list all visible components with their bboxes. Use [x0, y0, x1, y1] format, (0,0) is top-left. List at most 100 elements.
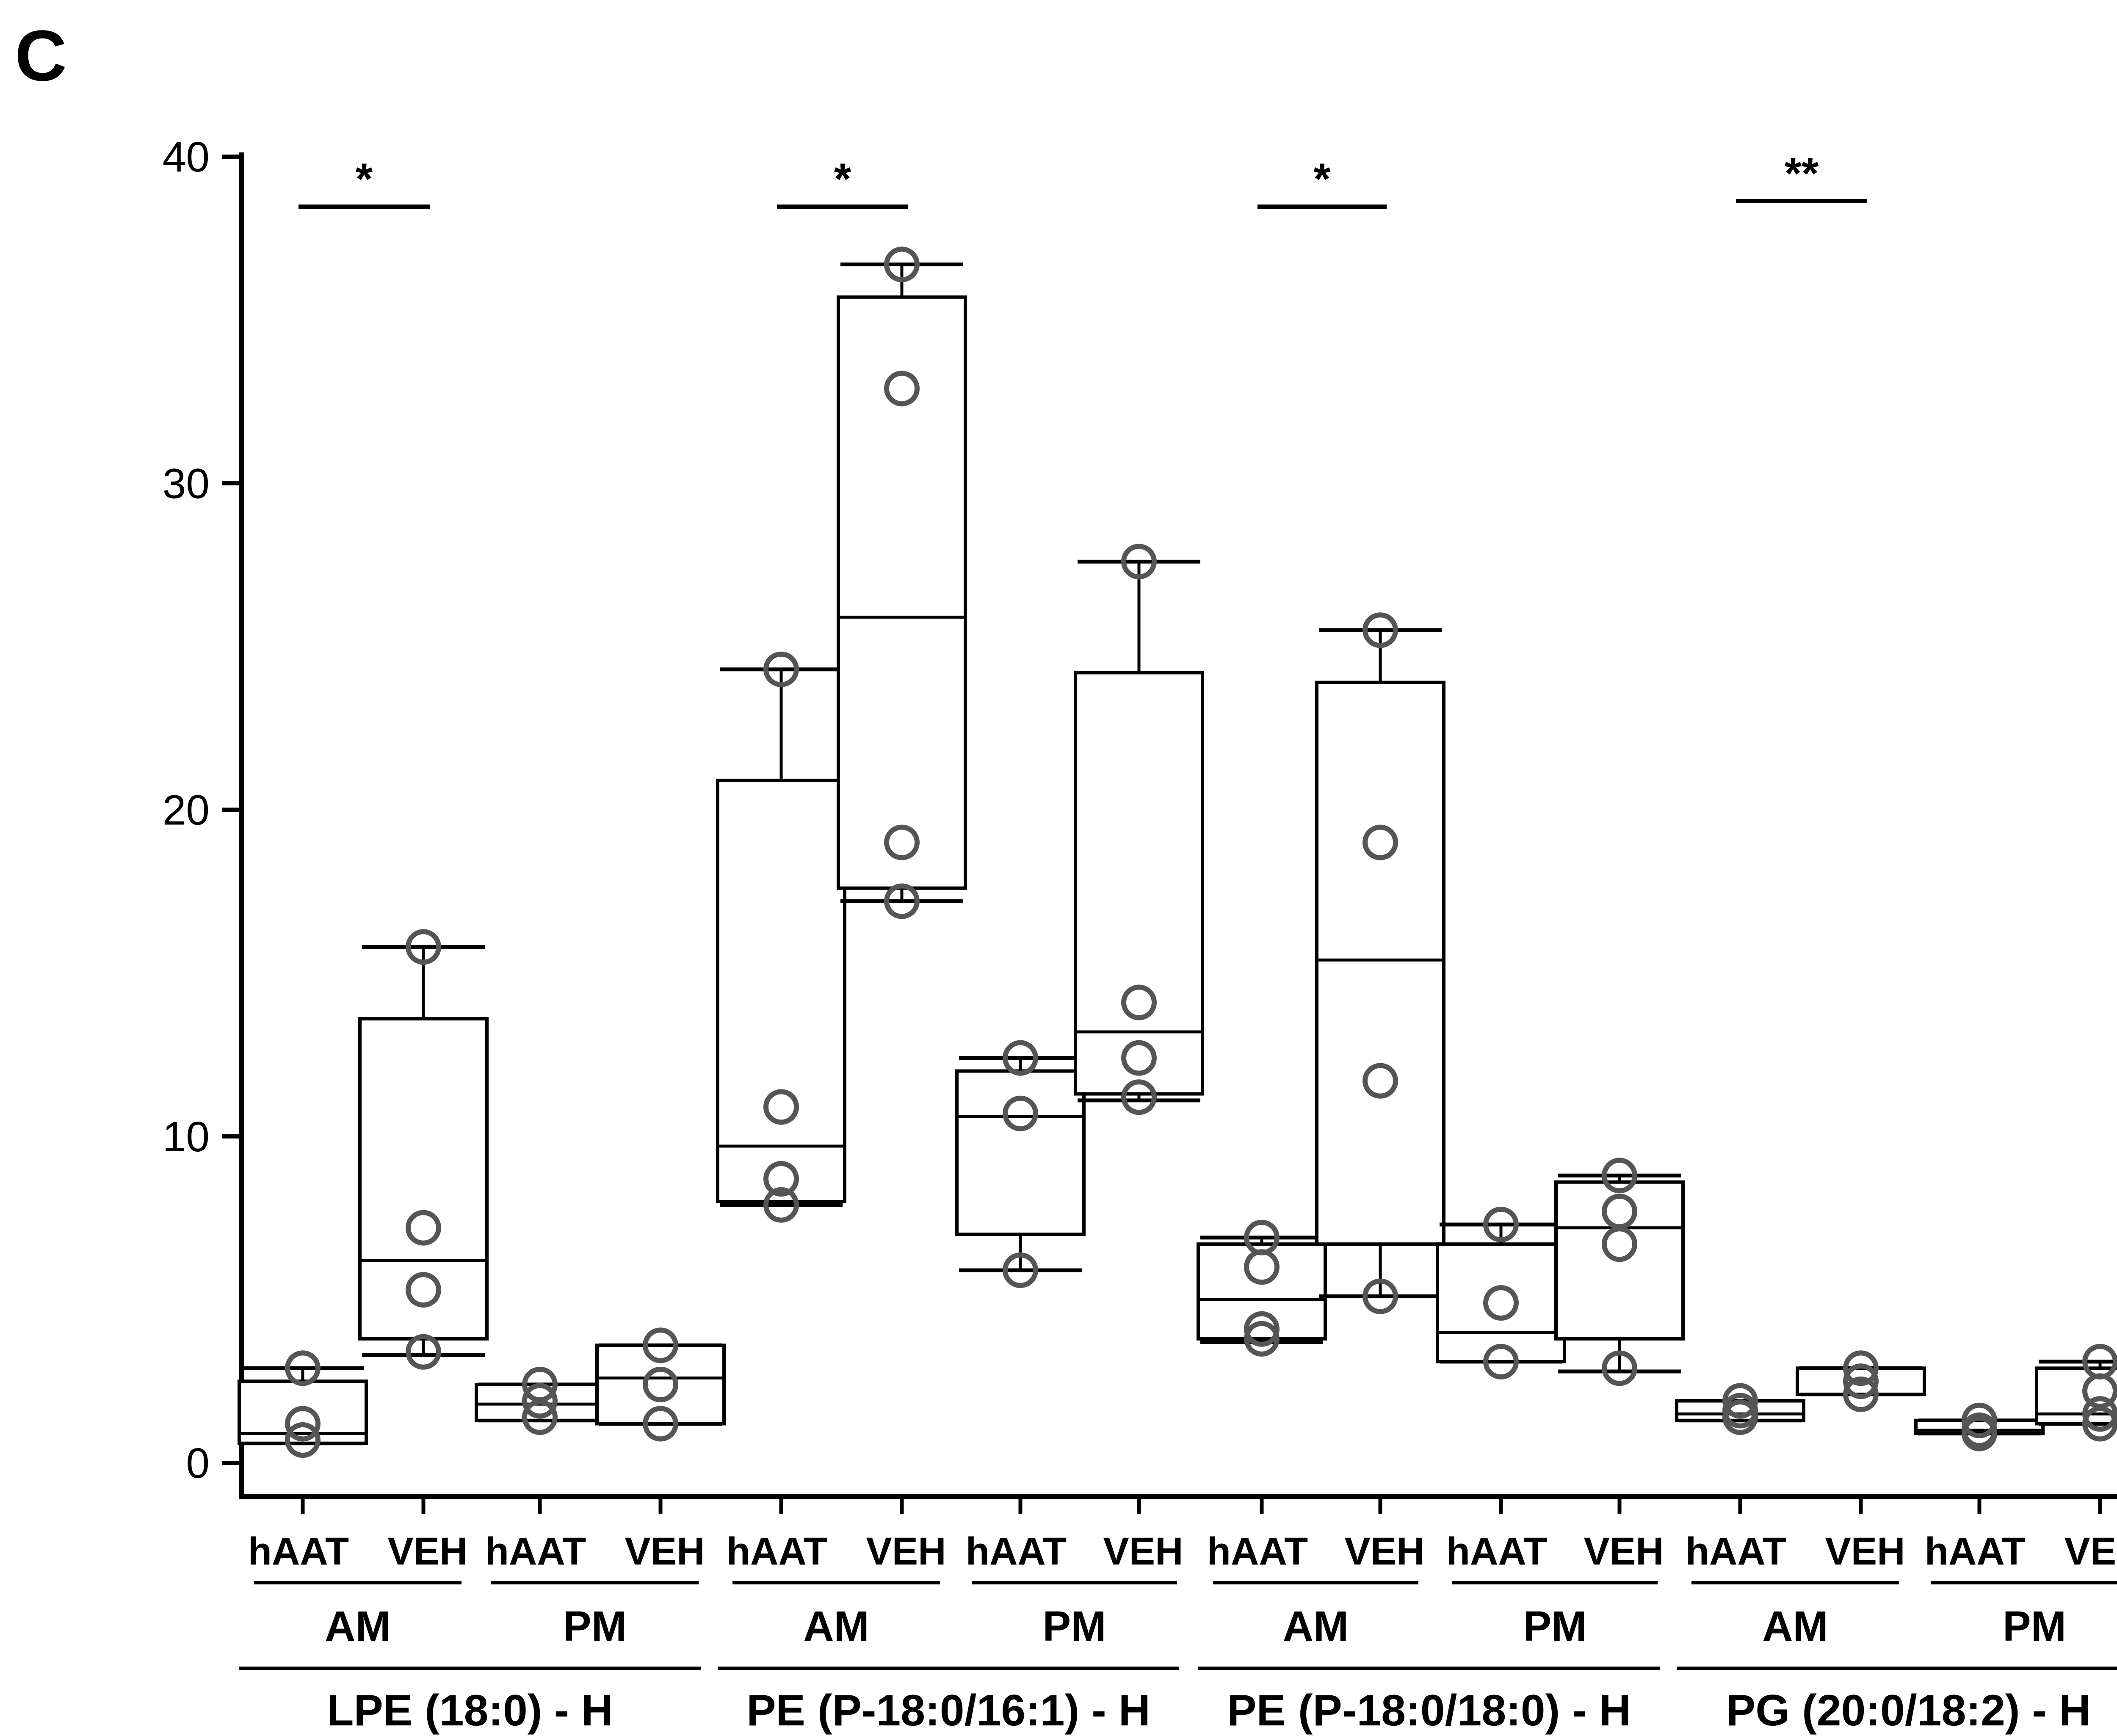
iqr-box: [358, 1017, 489, 1341]
data-point: [1962, 1415, 1997, 1451]
treatment-label: VEH: [2064, 1530, 2117, 1573]
data-point: [522, 1383, 558, 1419]
x-axis-labels: hAAT VEH AM hAAT VEH PM LPE (18:0) - H hAAT VEH A…: [239, 1497, 2117, 1735]
data-point: [1602, 1226, 1637, 1262]
data-point: [1003, 1095, 1038, 1131]
treatment-label: hAAT: [1925, 1530, 2026, 1573]
data-point: [1003, 1040, 1038, 1076]
data-point: [1244, 1321, 1280, 1357]
data-point: [1121, 984, 1157, 1020]
significance-label: *: [1313, 155, 1331, 204]
data-point: [884, 246, 920, 282]
data-point: [1121, 544, 1157, 580]
box-veh-pm: [595, 1327, 726, 1442]
treatment-label: VEH: [1344, 1530, 1424, 1573]
data-point: [1244, 1249, 1280, 1285]
y-tick-label: 0: [186, 1440, 210, 1487]
data-point: [1602, 1350, 1637, 1386]
box-veh-pm: [1554, 1158, 1685, 1386]
y-tick-label: 30: [163, 460, 210, 507]
data-point: [884, 370, 920, 406]
iqr-box: [595, 1343, 726, 1426]
subgroup-label: PM: [2003, 1603, 2066, 1650]
data-point: [643, 1327, 678, 1363]
subgroup-label: PM: [1523, 1603, 1587, 1650]
data-point: [406, 929, 441, 965]
data-point: [406, 1272, 441, 1308]
treatment-label: hAAT: [1446, 1530, 1547, 1573]
data-point: [1722, 1383, 1758, 1419]
data-point: [1003, 1252, 1038, 1288]
plot-area: * * * **: [238, 149, 2117, 1458]
y-tick-label: 40: [163, 133, 210, 181]
box-veh-pm: [1074, 544, 1204, 1115]
data-point: [1483, 1206, 1519, 1242]
significance-label: **: [1785, 149, 1819, 198]
data-point: [1483, 1343, 1519, 1379]
lipid-label: PE (P-18:0/18:0) - H: [1227, 1686, 1631, 1735]
subgroup-label: AM: [803, 1603, 869, 1650]
y-tick-label: 10: [163, 1113, 210, 1161]
treatment-label: VEH: [1584, 1530, 1664, 1573]
box-haat-am: [238, 1350, 368, 1458]
box-veh-am: [837, 246, 967, 919]
data-point: [1483, 1285, 1519, 1321]
lipid-label: LPE (18:0) - H: [327, 1686, 613, 1735]
iqr-box: [955, 1069, 1086, 1236]
box-haat-pm: [955, 1040, 1086, 1288]
panel-label: C: [15, 16, 67, 96]
data-point: [1121, 1040, 1157, 1076]
box-veh-pm: [2035, 1343, 2117, 1442]
data-point: [285, 1406, 321, 1442]
data-point: [2082, 1406, 2117, 1442]
treatment-label: VEH: [387, 1530, 467, 1573]
data-point: [285, 1350, 321, 1386]
data-point: [1363, 612, 1398, 648]
treatment-label: hAAT: [966, 1530, 1067, 1573]
data-point: [406, 1210, 441, 1246]
box-veh-am: [358, 929, 489, 1370]
subgroup-label: AM: [325, 1603, 391, 1650]
treatment-label: hAAT: [485, 1530, 586, 1573]
box-haat-pm: [475, 1366, 605, 1435]
y-tick-label: 20: [163, 787, 210, 834]
treatment-label: VEH: [625, 1530, 705, 1573]
data-point: [406, 1334, 441, 1370]
data-point: [763, 651, 799, 687]
lipid-label: PE (P-18:0/16:1) - H: [746, 1686, 1150, 1735]
box-veh-am: [1315, 612, 1445, 1314]
treatment-label: hAAT: [248, 1530, 349, 1573]
box-haat-am: [1197, 1219, 1327, 1357]
data-point: [643, 1366, 678, 1402]
data-point: [1722, 1399, 1758, 1435]
data-point: [1363, 824, 1398, 860]
treatment-label: VEH: [866, 1530, 946, 1573]
treatment-label: VEH: [1103, 1530, 1183, 1573]
treatment-label: VEH: [1825, 1530, 1905, 1573]
treatment-label: hAAT: [1686, 1530, 1786, 1573]
iqr-box: [1315, 680, 1445, 1246]
treatment-label: hAAT: [1207, 1530, 1308, 1573]
box-veh-am: [1796, 1350, 1926, 1413]
data-point: [522, 1399, 558, 1435]
y-axis: 0 10 20 30 40: [163, 133, 2117, 1499]
data-point: [643, 1406, 678, 1442]
subgroup-label: AM: [1283, 1603, 1349, 1650]
data-point: [1962, 1402, 1997, 1438]
data-point: [884, 883, 920, 919]
data-point: [285, 1422, 321, 1458]
subgroup-label: PM: [563, 1603, 627, 1650]
box-haat-am: [716, 651, 846, 1223]
significance-label: *: [834, 155, 851, 204]
data-point: [763, 1187, 799, 1223]
box-haat-pm: [1436, 1206, 1566, 1379]
data-point: [1843, 1377, 1879, 1413]
iqr-box: [716, 779, 846, 1203]
data-point: [763, 1161, 799, 1197]
data-point: [1363, 1278, 1398, 1314]
data-point: [1244, 1311, 1280, 1347]
box-haat-pm: [1914, 1402, 2045, 1451]
iqr-box: [837, 295, 967, 890]
treatment-label: hAAT: [727, 1530, 827, 1573]
